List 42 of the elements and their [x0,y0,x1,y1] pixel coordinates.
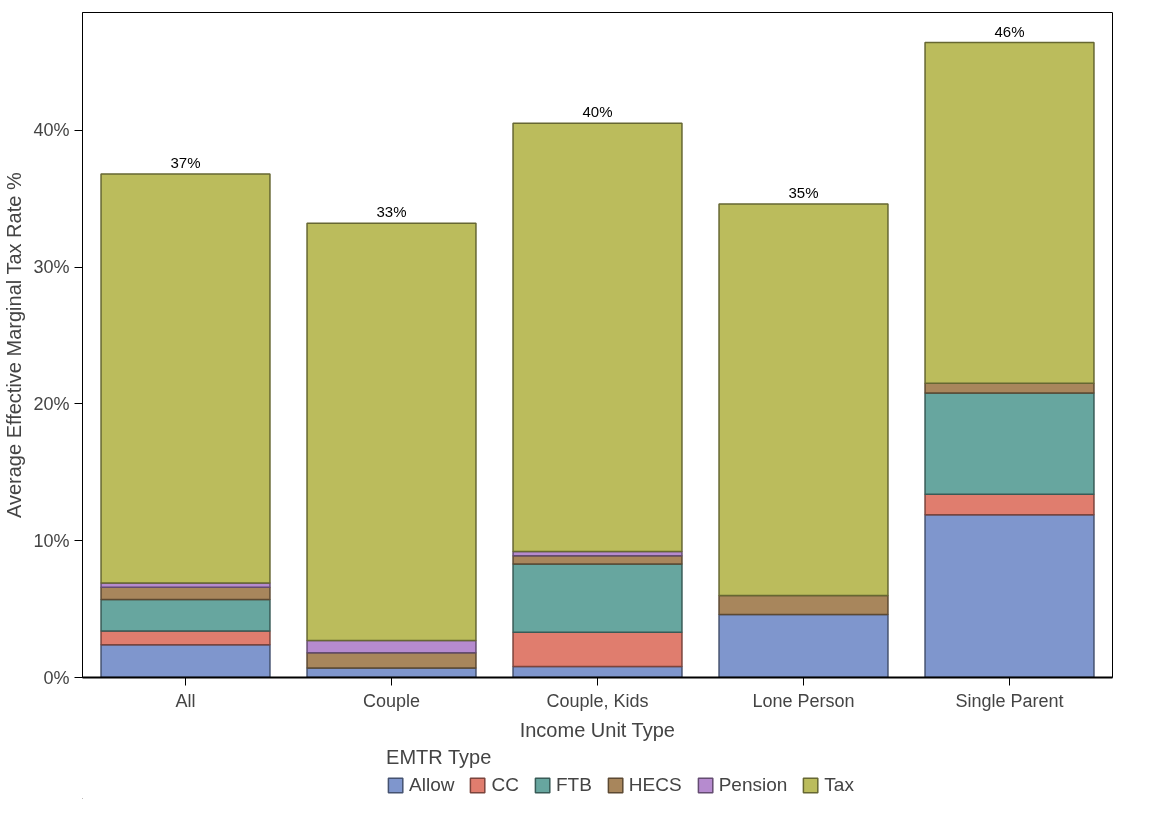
x-axis-title: Income Unit Type [519,718,675,741]
y-tick-label: 30% [33,257,70,278]
x-tick-label: All [175,690,196,711]
total-label: 33% [376,203,407,221]
legend-label: HECS [628,774,682,796]
y-axis-title: Average Effective Marginal Tax Rate % [3,172,26,519]
bar [306,222,477,642]
y-tick-label: 0% [43,667,70,688]
bar [924,382,1095,394]
bar [924,493,1095,516]
x-tick-label: Lone Person [752,690,855,711]
legend-label: Tax [824,774,854,796]
bar [100,173,271,584]
total-label: 46% [994,22,1025,40]
legend-label: Pension [718,774,788,796]
bar [306,652,477,669]
total-label: 37% [170,153,201,171]
bar [306,639,477,654]
bar [100,643,271,678]
y-tick-label: 40% [33,120,70,141]
x-tick-label: Couple, Kids [546,690,649,711]
bar [512,554,683,565]
legend-label: CC [491,774,519,796]
legend-label: FTB [555,774,592,796]
bar [100,598,271,632]
bar [512,631,683,668]
legend-label: Allow [409,774,455,796]
total-label: 40% [582,103,613,121]
bar [718,594,889,616]
bar [924,513,1095,678]
bar [924,41,1095,385]
x-tick-label: Single Parent [955,690,1064,711]
bar [924,392,1095,495]
y-tick-label: 20% [33,393,70,414]
bar [718,203,889,597]
bar [718,613,889,678]
legend-title: EMTR Type [386,746,493,769]
total-label: 35% [788,184,819,202]
y-tick-label: 10% [33,530,70,551]
bar [512,122,683,553]
bar [512,563,683,634]
x-tick-label: Couple [362,690,421,711]
